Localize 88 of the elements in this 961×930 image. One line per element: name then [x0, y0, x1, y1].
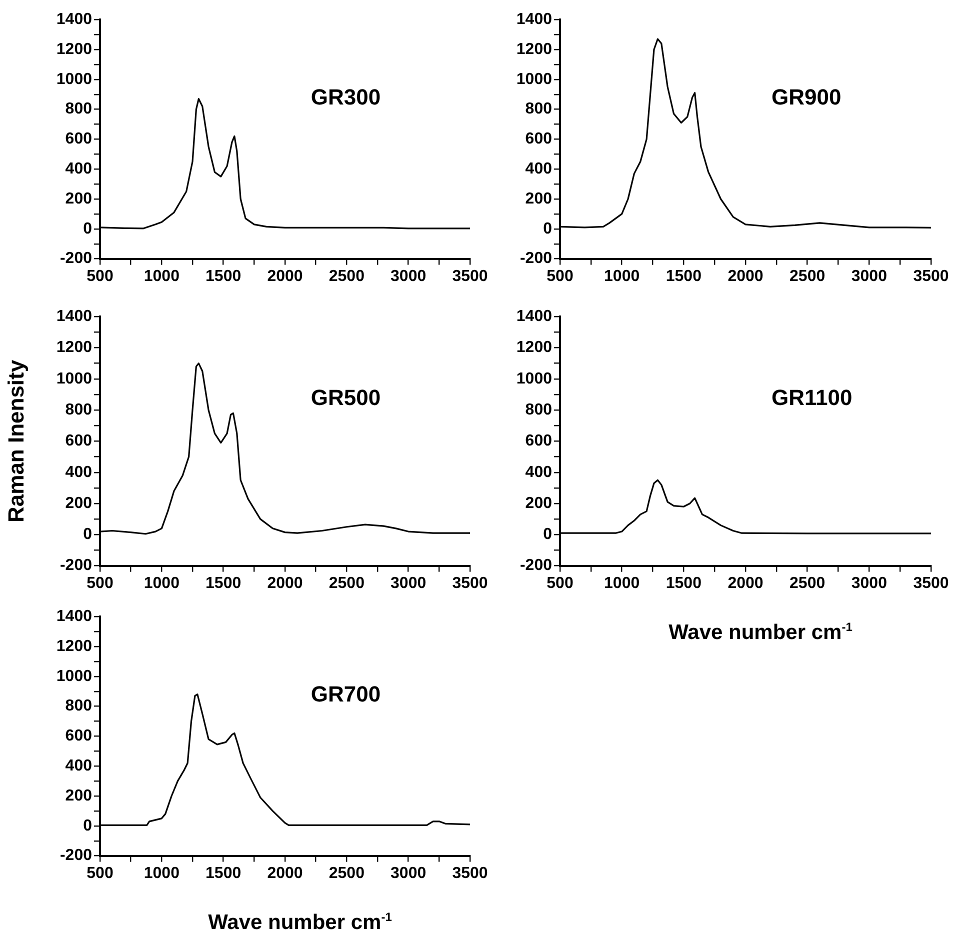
x-tick-label: 1500: [666, 574, 702, 592]
x-tick-label: 1000: [144, 864, 180, 882]
x-axis-title: Wave number cm$^{-1}$: [668, 620, 854, 645]
x-tick-label: 1000: [144, 574, 180, 592]
y-tick-label: 1200: [56, 40, 92, 58]
y-tick-label: 800: [65, 401, 92, 418]
y-tick-label: 1400: [56, 308, 92, 326]
x-tick-label: 2500: [328, 268, 365, 285]
y-tick-label: 400: [525, 160, 552, 178]
y-tick-label: 800: [65, 698, 92, 715]
y-tick-label: -200: [60, 250, 92, 268]
y-tick-label: -200: [60, 557, 92, 574]
x-tick-label: 2500: [328, 574, 365, 592]
y-tick-label: -200: [60, 847, 92, 864]
x-tick-label: 1000: [604, 574, 640, 592]
x-tick-label: 2000: [267, 268, 303, 285]
y-tick-label: 200: [525, 494, 552, 512]
y-tick-label: 600: [65, 728, 92, 745]
y-tick-label: 800: [65, 100, 92, 118]
text: GR700: [310, 682, 381, 707]
x-tick-label: 1000: [604, 268, 640, 285]
y-tick-label: 400: [65, 464, 92, 481]
y-tick-label: 200: [65, 190, 92, 208]
x-tick-label: 3500: [913, 268, 949, 285]
x-tick-label: 3000: [390, 864, 426, 882]
x-axis-title: Wave number cm$^{-1}$: [207, 910, 393, 930]
y-tick-label: 200: [65, 787, 92, 804]
y-axis-title: Raman Inensity: [3, 359, 28, 523]
x-tick-label: 2000: [267, 574, 303, 592]
y-tick-label: 1200: [56, 638, 92, 655]
y-tick-label: 200: [65, 494, 92, 512]
y-tick-label: 1000: [56, 668, 92, 685]
y-tick-label: 800: [525, 401, 552, 418]
y-tick-label: 1200: [516, 339, 552, 356]
x-tick-label: 3000: [390, 268, 426, 285]
x-tick-label: 500: [86, 268, 114, 285]
y-tick-label: 0: [83, 220, 92, 238]
x-tick-label: 3500: [452, 268, 488, 285]
y-tick-label: 1000: [516, 70, 552, 88]
x-tick-label: 2000: [267, 864, 303, 882]
y-tick-label: 0: [83, 526, 92, 544]
text: GR300: [310, 84, 381, 110]
y-tick-label: 1000: [56, 70, 92, 88]
x-tick-label: 2000: [728, 268, 764, 285]
y-tick-label: 1400: [516, 11, 552, 28]
y-tick-label: 1200: [56, 339, 92, 356]
y-tick-label: 800: [525, 100, 552, 118]
y-tick-label: 600: [65, 432, 92, 450]
y-tick-label: 1000: [516, 370, 552, 388]
x-tick-label: 3000: [390, 574, 426, 592]
x-tick-label: 500: [86, 864, 114, 882]
y-tick-label: 0: [543, 220, 552, 238]
y-tick-label: 1200: [516, 40, 552, 58]
y-tick-label: 0: [543, 526, 552, 544]
y-tick-label: 1000: [56, 370, 92, 388]
y-tick-label: 600: [525, 432, 552, 450]
y-tick-label: 400: [65, 758, 92, 775]
x-tick-label: 500: [546, 574, 574, 592]
y-tick-label: 0: [83, 817, 92, 834]
x-tick-label: 3000: [851, 268, 888, 285]
text: GR900: [771, 84, 842, 110]
y-tick-label: 600: [65, 130, 92, 148]
y-tick-label: 1400: [56, 11, 92, 28]
x-tick-label: 2000: [728, 574, 764, 592]
text: GR500: [310, 384, 381, 410]
x-tick-label: 3000: [851, 574, 888, 592]
x-tick-label: 1000: [144, 268, 180, 285]
y-tick-label: 1400: [56, 608, 92, 626]
y-tick-label: -200: [520, 250, 552, 268]
y-tick-label: 600: [525, 130, 552, 148]
y-tick-label: 400: [525, 464, 552, 481]
x-tick-label: 2500: [328, 864, 365, 882]
x-tick-label: 1500: [206, 268, 242, 285]
x-tick-label: 3500: [913, 574, 949, 592]
x-tick-label: 1500: [206, 864, 242, 882]
x-tick-label: 500: [546, 268, 574, 285]
x-tick-label: 3500: [452, 574, 488, 592]
x-tick-label: 2500: [790, 268, 826, 285]
y-tick-label: 1400: [516, 308, 552, 326]
x-tick-label: 2500: [790, 574, 826, 592]
y-tick-label: 400: [65, 160, 92, 178]
y-tick-label: 200: [525, 190, 552, 208]
text: GR1100: [771, 384, 852, 410]
x-tick-label: 3500: [452, 864, 488, 882]
x-tick-label: 1500: [666, 268, 702, 285]
x-tick-label: 500: [86, 574, 114, 592]
y-tick-label: -200: [520, 557, 552, 574]
x-tick-label: 1500: [206, 574, 242, 592]
